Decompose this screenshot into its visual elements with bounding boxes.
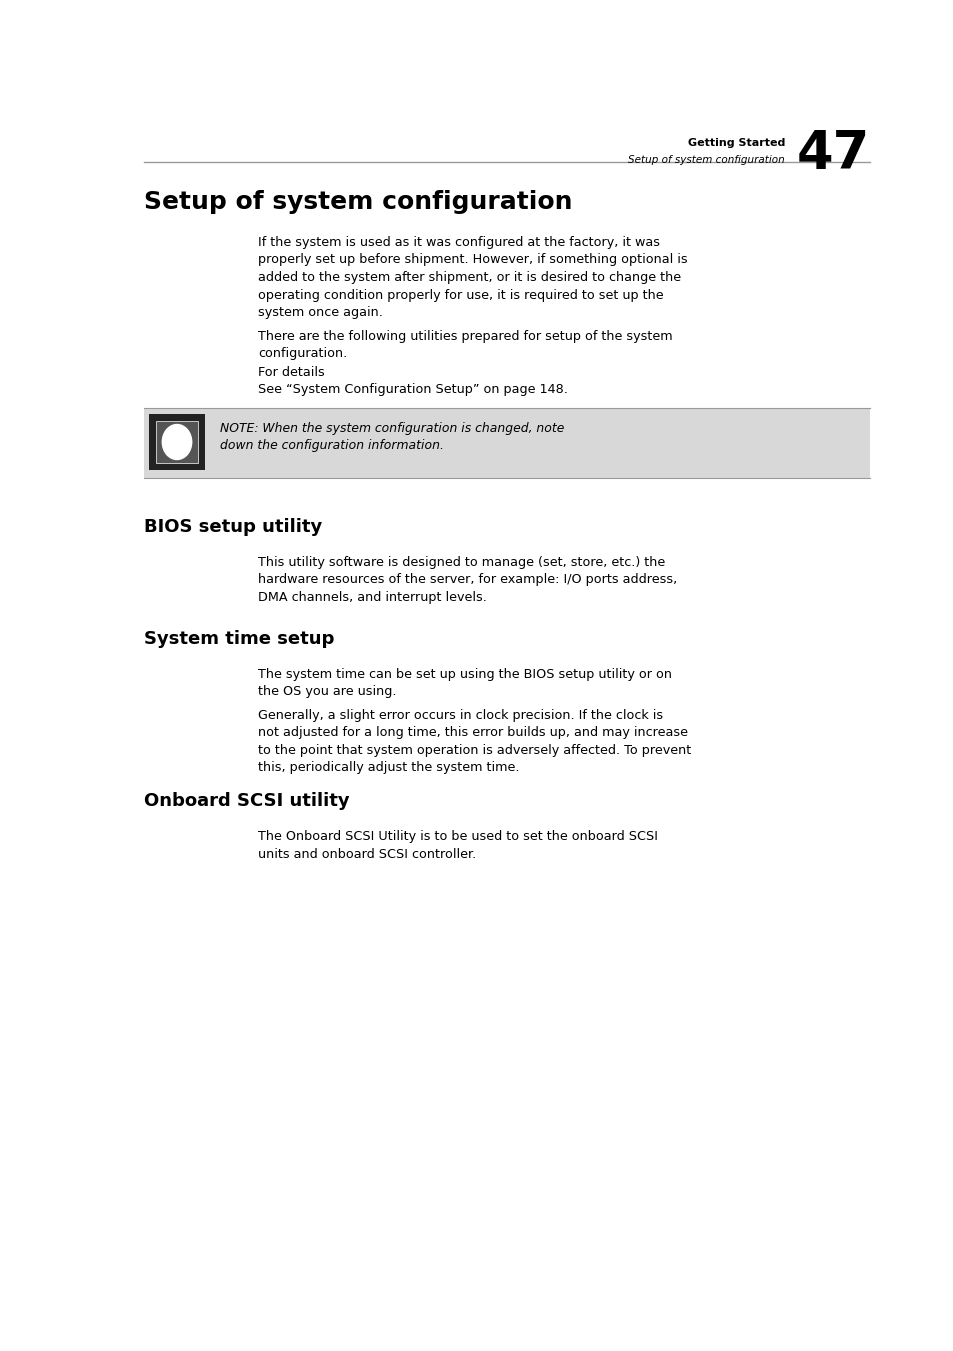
Text: The system time can be set up using the BIOS setup utility or on: The system time can be set up using the … [257,667,671,681]
Text: DMA channels, and interrupt levels.: DMA channels, and interrupt levels. [257,590,486,604]
Text: properly set up before shipment. However, if something optional is: properly set up before shipment. However… [257,254,687,266]
Text: For details: For details [257,366,324,380]
Text: to the point that system operation is adversely affected. To prevent: to the point that system operation is ad… [257,744,691,757]
Ellipse shape [161,424,193,461]
Text: configuration.: configuration. [257,347,347,361]
Text: added to the system after shipment, or it is desired to change the: added to the system after shipment, or i… [257,272,680,284]
Text: See “System Configuration Setup” on page 148.: See “System Configuration Setup” on page… [257,384,567,396]
Text: NOTE: When the system configuration is changed, note: NOTE: When the system configuration is c… [220,422,564,435]
Text: BIOS setup utility: BIOS setup utility [144,517,322,536]
FancyBboxPatch shape [149,413,205,470]
Text: Setup of system configuration: Setup of system configuration [144,190,572,213]
Text: The Onboard SCSI Utility is to be used to set the onboard SCSI: The Onboard SCSI Utility is to be used t… [257,830,658,843]
Text: System time setup: System time setup [144,630,334,648]
FancyBboxPatch shape [144,408,869,478]
Text: this, periodically adjust the system time.: this, periodically adjust the system tim… [257,762,519,774]
FancyBboxPatch shape [156,422,198,463]
Text: system once again.: system once again. [257,305,382,319]
Text: This utility software is designed to manage (set, store, etc.) the: This utility software is designed to man… [257,557,664,569]
Text: If the system is used as it was configured at the factory, it was: If the system is used as it was configur… [257,236,659,249]
Text: down the configuration information.: down the configuration information. [220,439,443,453]
Text: Getting Started: Getting Started [687,138,784,149]
Text: hardware resources of the server, for example: I/O ports address,: hardware resources of the server, for ex… [257,574,677,586]
Text: operating condition properly for use, it is required to set up the: operating condition properly for use, it… [257,289,663,301]
Text: 47: 47 [796,128,869,180]
Text: the OS you are using.: the OS you are using. [257,685,396,698]
Text: units and onboard SCSI controller.: units and onboard SCSI controller. [257,847,476,861]
Text: Generally, a slight error occurs in clock precision. If the clock is: Generally, a slight error occurs in cloc… [257,709,662,721]
Text: Onboard SCSI utility: Onboard SCSI utility [144,792,349,811]
Text: not adjusted for a long time, this error builds up, and may increase: not adjusted for a long time, this error… [257,727,687,739]
Text: Setup of system configuration: Setup of system configuration [628,155,784,165]
Text: There are the following utilities prepared for setup of the system: There are the following utilities prepar… [257,330,672,343]
